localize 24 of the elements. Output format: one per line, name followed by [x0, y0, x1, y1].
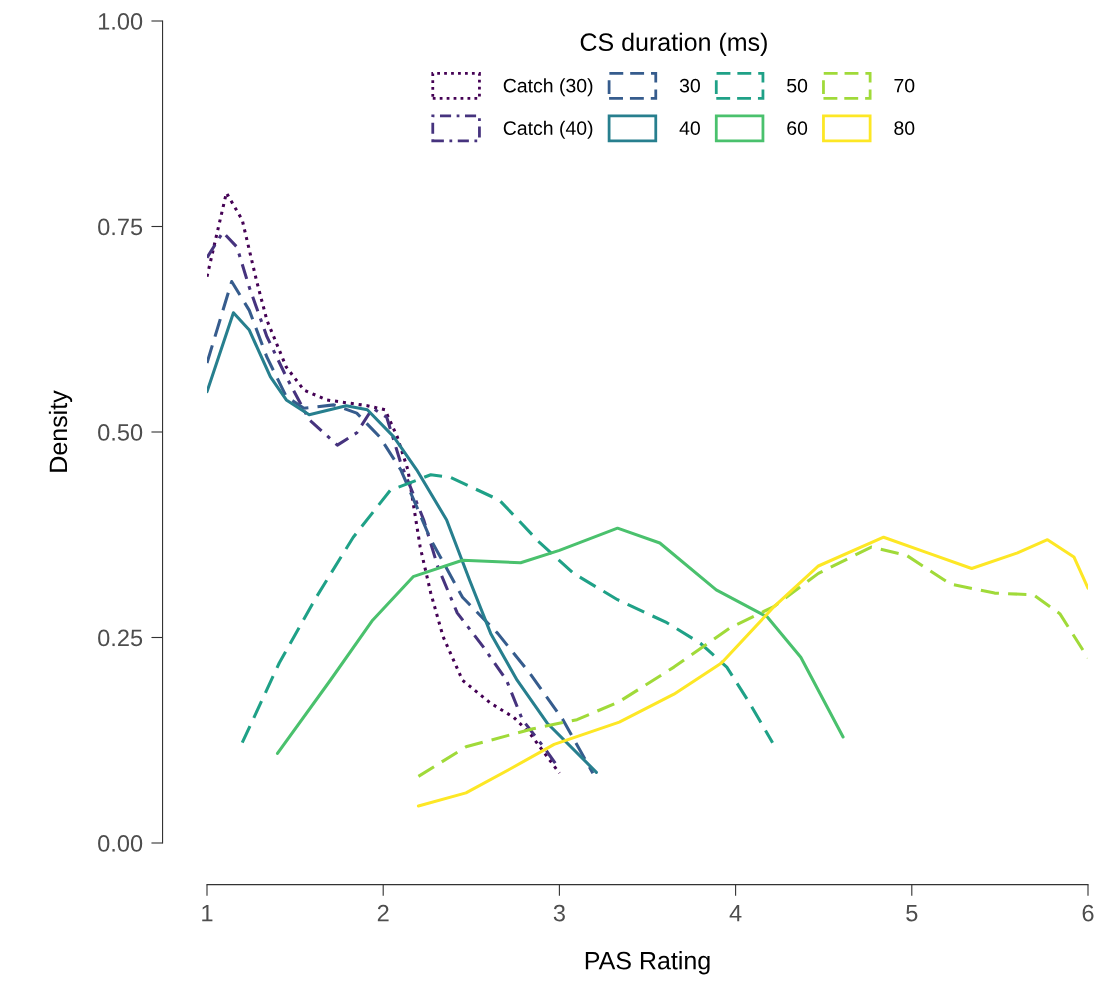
- y-axis-title: Density: [48, 390, 73, 472]
- line-series: [275, 526, 845, 755]
- x-tick-label: 5: [906, 904, 918, 922]
- x-tick-label: 2: [377, 904, 389, 922]
- y-tick-label: 1.00: [98, 13, 143, 30]
- legend-label: Catch (40): [503, 120, 593, 139]
- y-tick-label: 0.00: [98, 835, 143, 852]
- x-tick-label: 3: [553, 904, 565, 922]
- legend-label: Catch (30): [503, 78, 593, 97]
- x-axis-title: PAS Rating: [585, 951, 710, 975]
- legend-label: 40: [679, 121, 700, 136]
- legend-label: 30: [679, 78, 700, 93]
- line-series: [240, 473, 775, 745]
- x-tick-label: 1: [202, 904, 213, 922]
- x-tick-label: 6: [1082, 904, 1094, 922]
- y-tick-label: 0.50: [98, 424, 143, 441]
- legend-label: 70: [894, 78, 915, 93]
- y-tick-label: 0.75: [98, 218, 143, 236]
- legend-label: 60: [787, 121, 808, 136]
- x-tick-label: 4: [729, 904, 742, 922]
- legend-label: 80: [894, 121, 915, 136]
- legend-title: CS duration (ms): [580, 32, 767, 56]
- legend-label: 50: [787, 78, 808, 93]
- y-tick-label: 0.25: [98, 629, 143, 647]
